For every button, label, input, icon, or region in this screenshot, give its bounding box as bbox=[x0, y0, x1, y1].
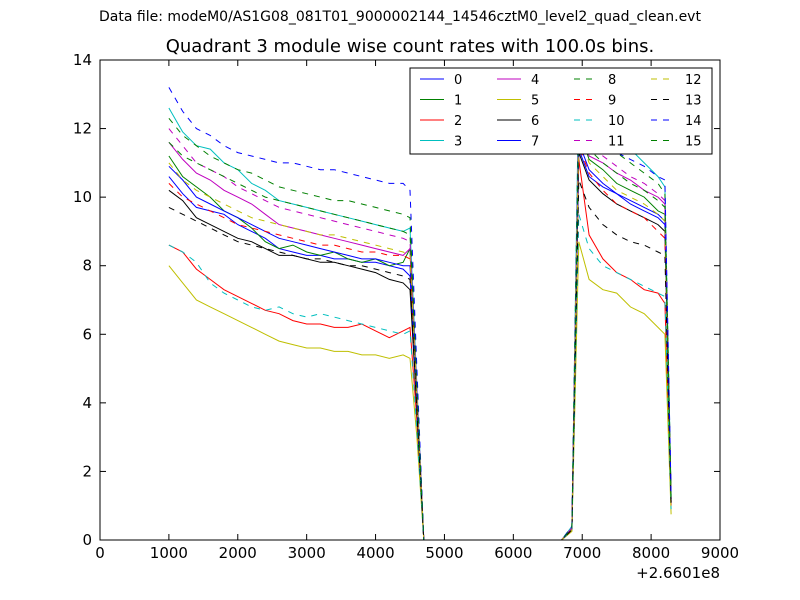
series-line-9 bbox=[168, 145, 672, 541]
legend-label: 11 bbox=[608, 135, 625, 150]
legend-label: 7 bbox=[531, 135, 539, 150]
legend-label: 2 bbox=[454, 114, 462, 129]
legend-label: 12 bbox=[685, 73, 702, 88]
legend-label: 5 bbox=[531, 94, 539, 109]
x-tick-label: 9000 bbox=[701, 544, 739, 562]
legend-label: 10 bbox=[608, 114, 625, 129]
y-tick-label: 0 bbox=[82, 531, 92, 549]
series-line-10 bbox=[168, 214, 672, 541]
x-tick-label: 7000 bbox=[563, 544, 601, 562]
chart-title: Quadrant 3 module wise count rates with … bbox=[165, 36, 655, 57]
y-tick-label: 4 bbox=[82, 394, 92, 412]
legend-label: 1 bbox=[454, 94, 462, 109]
x-tick-label: 4000 bbox=[356, 544, 394, 562]
legend-label: 3 bbox=[454, 135, 462, 150]
series-line-7 bbox=[168, 142, 672, 541]
series-line-13 bbox=[168, 179, 672, 541]
x-tick-label: 3000 bbox=[288, 544, 326, 562]
y-tick-label: 12 bbox=[73, 120, 92, 138]
legend-label: 6 bbox=[531, 114, 539, 129]
y-tick-label: 2 bbox=[82, 462, 92, 480]
series-line-1 bbox=[168, 128, 672, 541]
legend-label: 8 bbox=[608, 73, 616, 88]
x-tick-label: 0 bbox=[95, 544, 105, 562]
x-tick-label: 2000 bbox=[219, 544, 257, 562]
legend-label: 9 bbox=[608, 94, 616, 109]
legend-label: 15 bbox=[685, 135, 702, 150]
legend-label: 13 bbox=[685, 94, 702, 109]
series-layer bbox=[168, 80, 672, 541]
legend-label: 4 bbox=[531, 73, 539, 88]
axis-ticks: 0 1000 2000 3000 4000 5000 6000 7000 8000 9000 0 2 4… bbox=[73, 51, 739, 562]
figure-suptitle: Data file: modeM0/AS1G08_081T01_90000021… bbox=[99, 9, 701, 25]
plot-frame bbox=[99, 59, 721, 541]
y-tick-label: 8 bbox=[82, 257, 92, 275]
series-line-14 bbox=[168, 87, 672, 541]
series-line-2 bbox=[168, 159, 672, 541]
series-line-5 bbox=[168, 241, 672, 541]
x-tick-label: 6000 bbox=[494, 544, 532, 562]
legend-label: 0 bbox=[454, 73, 462, 88]
x-tick-label: 5000 bbox=[425, 544, 463, 562]
x-tick-label: 1000 bbox=[150, 544, 188, 562]
series-line-12 bbox=[168, 131, 672, 541]
x-tick-label: 8000 bbox=[632, 544, 670, 562]
series-line-15 bbox=[168, 121, 672, 541]
y-tick-label: 14 bbox=[73, 51, 92, 69]
legend-label: 14 bbox=[685, 114, 702, 129]
legend-frame bbox=[409, 67, 713, 155]
series-line-11 bbox=[168, 114, 672, 541]
y-tick-label: 6 bbox=[82, 325, 92, 343]
y-tick-label: 10 bbox=[73, 188, 92, 206]
x-offset-label: +2.6601e8 bbox=[636, 564, 720, 582]
